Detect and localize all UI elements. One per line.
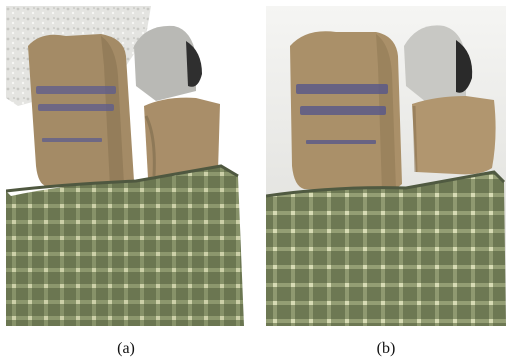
bag-print <box>36 86 116 142</box>
reconstruction-image-a <box>6 6 246 326</box>
tablecloth <box>6 166 244 326</box>
caption-b: (b) <box>376 340 396 357</box>
bag-right <box>412 96 496 175</box>
tablecloth <box>266 172 506 326</box>
reconstruction-render-a <box>6 6 246 326</box>
reconstruction-render-b <box>266 6 506 326</box>
object-back <box>404 25 466 102</box>
reconstruction-image-b <box>266 6 506 326</box>
bag-print <box>296 84 388 144</box>
bag-right <box>144 97 220 178</box>
object-back <box>134 25 196 102</box>
caption-a: (a) <box>117 340 135 357</box>
